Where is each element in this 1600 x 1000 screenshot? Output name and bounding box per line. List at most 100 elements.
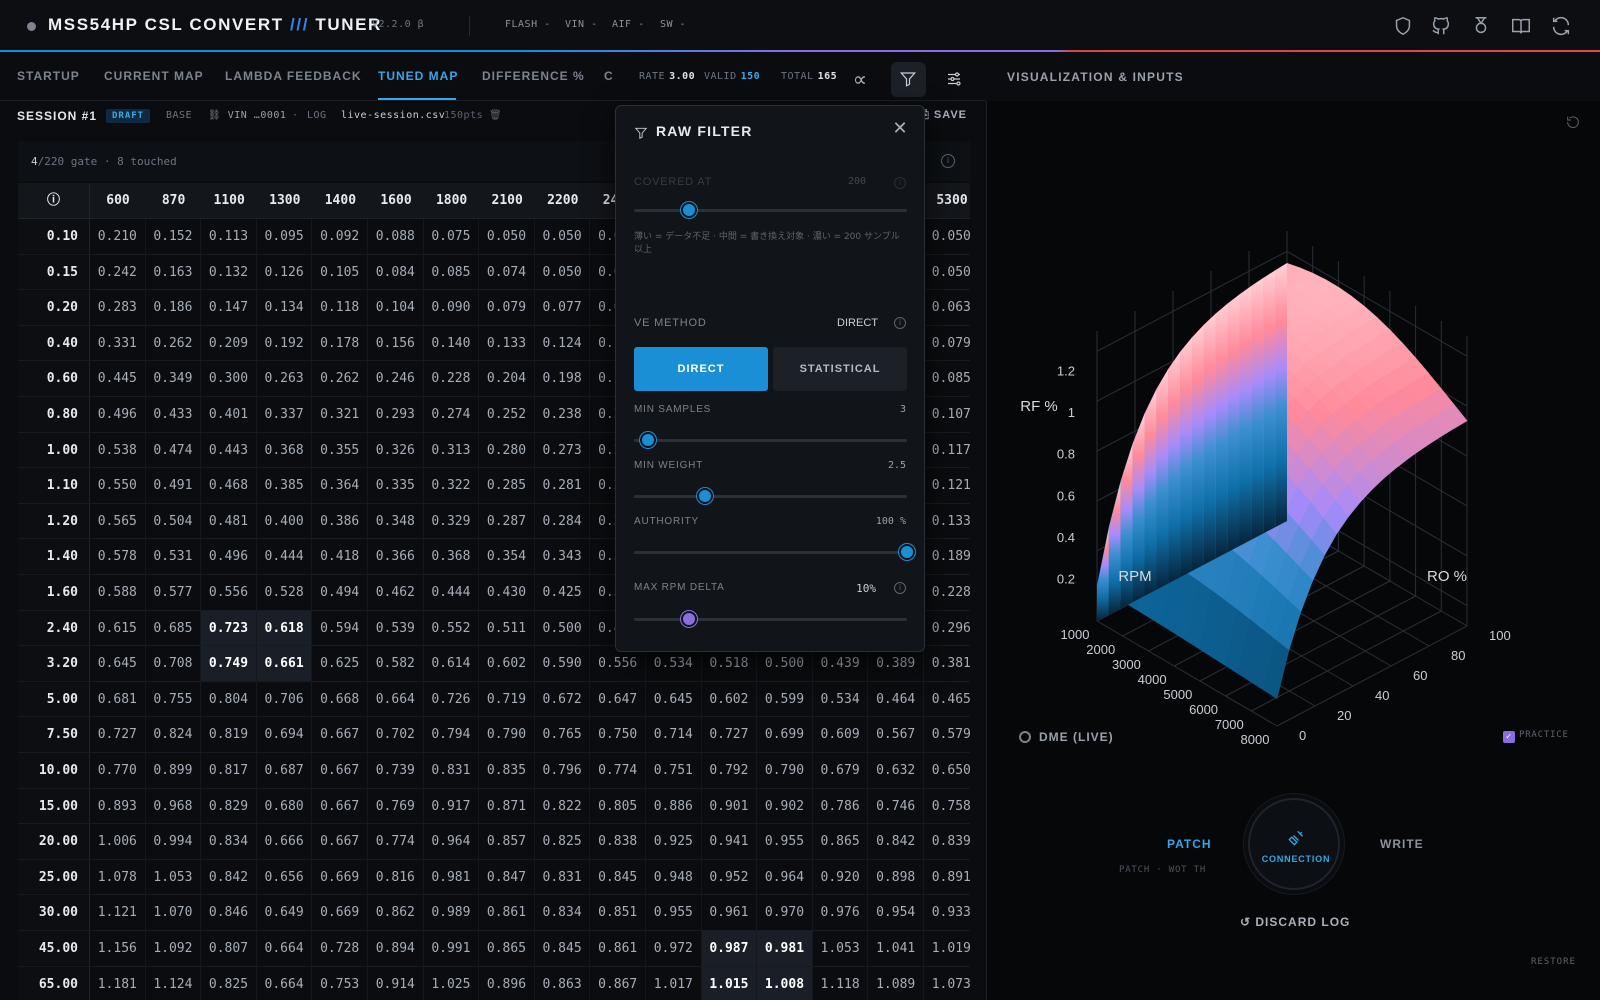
table-cell[interactable]: 0.774 bbox=[590, 753, 646, 788]
table-cell[interactable]: 0.400 bbox=[257, 503, 313, 539]
table-cell[interactable]: 0.163 bbox=[146, 254, 202, 290]
table-cell[interactable]: 0.845 bbox=[590, 859, 646, 895]
table-cell[interactable]: 0.954 bbox=[868, 895, 924, 930]
table-cell[interactable]: 0.899 bbox=[146, 753, 202, 788]
table-cell[interactable]: 0.845 bbox=[535, 931, 591, 966]
table-cell[interactable]: 0.825 bbox=[535, 824, 591, 859]
table-cell[interactable]: 0.113 bbox=[201, 219, 257, 254]
table-cell[interactable]: 0.088 bbox=[368, 219, 424, 254]
table-cell[interactable]: 0.075 bbox=[424, 219, 480, 254]
checkbox-checked-icon[interactable]: ✓ bbox=[1503, 731, 1515, 743]
table-cell[interactable]: 0.464 bbox=[868, 681, 924, 717]
sw-menu[interactable]: SW - bbox=[660, 19, 687, 30]
table-cell[interactable]: 0.805 bbox=[590, 788, 646, 824]
restore-button[interactable]: RESTORE bbox=[1531, 957, 1576, 967]
table-cell[interactable]: 0.857 bbox=[479, 824, 535, 859]
table-cell[interactable]: 0.262 bbox=[146, 325, 202, 361]
table-cell[interactable]: 0.481 bbox=[201, 503, 257, 539]
table-cell[interactable]: 0.834 bbox=[535, 895, 591, 930]
table-cell[interactable]: 1.121 bbox=[90, 895, 146, 930]
table-cell[interactable]: 0.727 bbox=[702, 717, 758, 752]
table-cell[interactable]: 1.156 bbox=[90, 931, 146, 966]
table-cell[interactable]: 0.994 bbox=[146, 824, 202, 859]
table-cell[interactable]: 0.474 bbox=[146, 432, 202, 468]
table-cell[interactable]: 0.961 bbox=[702, 895, 758, 930]
table-cell[interactable]: 0.819 bbox=[201, 717, 257, 752]
trash-icon[interactable]: 🗑 bbox=[489, 110, 503, 121]
table-cell[interactable]: 0.807 bbox=[201, 931, 257, 966]
table-cell[interactable]: 0.084 bbox=[368, 254, 424, 290]
table-cell[interactable]: 0.685 bbox=[146, 610, 202, 646]
table-cell[interactable]: 0.349 bbox=[146, 361, 202, 396]
table-cell[interactable]: 0.274 bbox=[424, 397, 480, 432]
table-cell[interactable]: 0.579 bbox=[924, 717, 970, 752]
table-cell[interactable]: 0.723 bbox=[201, 610, 257, 646]
table-cell[interactable]: 0.329 bbox=[424, 503, 480, 539]
table-cell[interactable]: 0.645 bbox=[646, 681, 702, 717]
table-cell[interactable]: 1.015 bbox=[701, 966, 758, 1000]
table-cell[interactable]: 0.917 bbox=[424, 788, 480, 824]
table-cell[interactable]: 1.006 bbox=[90, 824, 146, 859]
table-cell[interactable]: 0.063 bbox=[924, 290, 970, 325]
table-cell[interactable]: 0.615 bbox=[90, 610, 146, 646]
table-cell[interactable]: 0.602 bbox=[702, 681, 758, 717]
table-cell[interactable]: 0.050 bbox=[535, 219, 591, 254]
table-cell[interactable]: 0.085 bbox=[424, 254, 480, 290]
table-cell[interactable]: 0.851 bbox=[590, 895, 646, 930]
table-cell[interactable]: 0.552 bbox=[424, 610, 480, 646]
table-cell[interactable]: 0.528 bbox=[257, 575, 313, 610]
table-cell[interactable]: 0.430 bbox=[479, 575, 535, 610]
table-cell[interactable]: 0.649 bbox=[257, 895, 313, 930]
table-cell[interactable]: 0.669 bbox=[312, 895, 368, 930]
table-cell[interactable]: 0.283 bbox=[90, 290, 146, 325]
table-cell[interactable]: 0.719 bbox=[479, 681, 535, 717]
table-cell[interactable]: 0.105 bbox=[312, 254, 368, 290]
table-cell[interactable]: 0.749 bbox=[201, 646, 257, 681]
table-cell[interactable]: 0.847 bbox=[479, 859, 535, 895]
table-cell[interactable]: 0.769 bbox=[368, 788, 424, 824]
table-cell[interactable]: 0.669 bbox=[312, 859, 368, 895]
table-cell[interactable]: 0.829 bbox=[201, 788, 257, 824]
table-cell[interactable]: 1.019 bbox=[924, 931, 970, 966]
table-cell[interactable]: 0.976 bbox=[813, 895, 869, 930]
table-cell[interactable]: 0.468 bbox=[201, 468, 257, 503]
info-icon[interactable]: i bbox=[894, 177, 906, 189]
surface-chart[interactable]: 0.20.40.60.811.2100020003000400050006000… bbox=[987, 231, 1600, 771]
table-cell[interactable]: 0.500 bbox=[757, 646, 813, 681]
table-cell[interactable]: 0.886 bbox=[646, 788, 702, 824]
covered-knob[interactable] bbox=[680, 202, 697, 218]
table-cell[interactable]: 1.017 bbox=[646, 966, 702, 1000]
table-cell[interactable]: 0.831 bbox=[424, 753, 480, 788]
table-cell[interactable]: 0.765 bbox=[535, 717, 591, 752]
min-samples-slider[interactable] bbox=[634, 432, 907, 448]
table-cell[interactable]: 0.964 bbox=[757, 859, 813, 895]
log-file[interactable]: live-session.csv bbox=[341, 110, 446, 121]
table-cell[interactable]: 0.861 bbox=[479, 895, 535, 930]
table-cell[interactable]: 0.834 bbox=[201, 824, 257, 859]
table-cell[interactable]: 0.901 bbox=[702, 788, 758, 824]
table-cell[interactable]: 0.444 bbox=[257, 539, 313, 574]
table-cell[interactable]: 0.578 bbox=[90, 539, 146, 574]
table-cell[interactable]: 0.902 bbox=[757, 788, 813, 824]
covered-slider[interactable] bbox=[634, 202, 907, 218]
table-cell[interactable]: 0.898 bbox=[868, 859, 924, 895]
min-weight-slider[interactable] bbox=[634, 488, 907, 504]
table-cell[interactable]: 0.133 bbox=[479, 325, 535, 361]
table-cell[interactable]: 0.822 bbox=[535, 788, 591, 824]
table-cell[interactable]: 0.296 bbox=[924, 611, 970, 646]
table-cell[interactable]: 0.790 bbox=[757, 753, 813, 788]
table-cell[interactable]: 0.825 bbox=[201, 966, 257, 1000]
table-cell[interactable]: 0.727 bbox=[90, 717, 146, 752]
table-cell[interactable]: 0.706 bbox=[257, 681, 313, 717]
proportional-icon[interactable]: ∝ bbox=[852, 67, 868, 91]
table-cell[interactable]: 1.053 bbox=[813, 931, 869, 966]
table-cell[interactable]: 0.126 bbox=[257, 254, 313, 290]
table-cell[interactable]: 0.550 bbox=[90, 468, 146, 503]
table-cell[interactable]: 0.284 bbox=[535, 503, 591, 539]
table-cell[interactable]: 1.089 bbox=[868, 966, 924, 1000]
table-cell[interactable]: 0.262 bbox=[312, 361, 368, 396]
table-cell[interactable]: 0.050 bbox=[924, 255, 970, 290]
tab-startup[interactable]: STARTUP bbox=[17, 69, 80, 83]
table-cell[interactable]: 0.238 bbox=[535, 397, 591, 432]
table-cell[interactable]: 1.041 bbox=[868, 931, 924, 966]
